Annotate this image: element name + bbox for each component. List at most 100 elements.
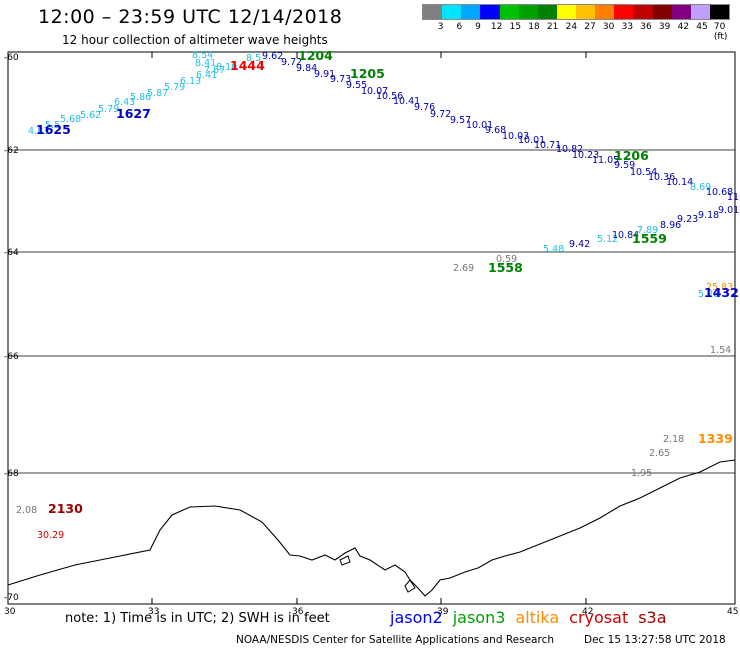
pass-time-label: 1558: [488, 260, 523, 275]
track-value: 1.54: [710, 345, 731, 356]
color-scale-label: 33: [621, 22, 634, 32]
track-value: 30.29: [37, 530, 64, 541]
legend-item: cryosat: [569, 608, 629, 627]
track-value: 5.62: [80, 110, 101, 121]
color-scale-label: 30: [602, 22, 615, 32]
color-scale-swatches: [422, 4, 730, 20]
map-frame: [7, 51, 736, 605]
lat-gridlines: [8, 149, 735, 474]
pass-time-label: 1444: [230, 58, 265, 73]
track-value: 9.59: [614, 160, 635, 171]
track-value: 1.95: [631, 468, 652, 479]
lat-label: -62: [4, 146, 19, 156]
track-value: 10.23: [572, 150, 599, 161]
track-value: 5.12: [597, 234, 618, 245]
track-value: 9.72: [281, 57, 302, 68]
track-value: 10.07: [361, 86, 388, 97]
lat-label: -60: [4, 53, 19, 63]
pass-time-label: 2130: [48, 501, 83, 516]
track-value: 5.68: [60, 114, 81, 125]
track-value: 9.68: [485, 125, 506, 136]
track-value: 10.54: [630, 167, 657, 178]
page-title: 12:00 – 23:59 UTC 12/14/2018: [38, 6, 343, 28]
pass-time-label: 1339: [698, 431, 733, 446]
track-value: 5.79: [98, 104, 119, 115]
color-scale-label: 12: [490, 22, 503, 32]
track-value: 10.36: [648, 172, 675, 183]
track-value: 6.41: [196, 70, 217, 81]
color-scale-label: 27: [584, 22, 596, 32]
lon-label: 42: [582, 607, 593, 617]
color-swatch: [518, 5, 538, 19]
color-scale-label: 9: [475, 22, 481, 32]
track-value: 2.65: [649, 448, 670, 459]
track-value: 8.54: [192, 50, 213, 61]
track-value: 5.5: [45, 120, 60, 131]
track-value: 4.83: [28, 126, 49, 137]
credit: NOAA/NESDIS Center for Satellite Applica…: [236, 634, 554, 646]
color-swatch: [671, 5, 691, 19]
pass-time-label: 1205: [350, 66, 385, 81]
color-swatch: [537, 5, 557, 19]
track-value: 2.69: [453, 263, 474, 274]
track-value: 10.41: [393, 96, 420, 107]
track-value: 9.01: [718, 205, 739, 216]
track-value: 9.57: [450, 115, 471, 126]
track-value: 9.23: [677, 214, 698, 225]
track-value: 6.43: [114, 97, 135, 108]
island: [339, 555, 351, 566]
track-value: 10.14: [666, 177, 693, 188]
pass-time-label: 1559: [632, 231, 667, 246]
satellite-legend: jason2 jason3 altika cryosat s3a: [390, 608, 677, 627]
track-value: 8.5: [246, 53, 261, 64]
track-value: 5.48: [543, 244, 564, 255]
track-value: 9.55: [346, 80, 367, 91]
lon-label: 36: [292, 607, 304, 617]
track-value: 2.18: [663, 434, 684, 445]
track-value: 10.03: [502, 131, 529, 142]
track-value: 10.01: [518, 135, 545, 146]
color-scale-label: 24: [565, 22, 578, 32]
color-swatch: [556, 5, 576, 19]
track-value: 9.76: [414, 102, 435, 113]
lat-label: -64: [4, 248, 19, 258]
color-swatch: [709, 5, 729, 19]
color-scale-label: 21: [546, 22, 559, 32]
lon-label: 39: [437, 607, 449, 617]
track-value: 10.56: [376, 91, 403, 102]
color-scale-label: 15: [509, 22, 522, 32]
color-swatch: [614, 5, 634, 19]
track-value: 10.01: [466, 120, 493, 131]
color-swatch: [652, 5, 672, 19]
track-value: 9.62: [262, 51, 283, 62]
track-value: 8.69: [690, 182, 711, 193]
coastline: [7, 459, 736, 597]
track-value: 2.08: [16, 505, 37, 516]
track-value: 10.68: [706, 187, 733, 198]
track-value: 25.83: [706, 282, 733, 293]
track-value: 8.96: [660, 220, 681, 231]
track-value: 10.84: [612, 230, 639, 241]
track-value: 9.42: [569, 239, 590, 250]
color-scale-label: 45: [696, 22, 708, 32]
color-scale: 3 6 9 12 15 18 21 24 27 30 33 36 39 42 45 70 (ft): [422, 4, 730, 42]
track-value: 5.26: [698, 289, 719, 300]
track-value: 9.91: [314, 69, 335, 80]
pass-time-label: 1625: [36, 122, 71, 137]
track-value: 6.13: [180, 76, 201, 87]
color-swatch: [461, 5, 481, 19]
footer-note: note: 1) Time is in UTC; 2) SWH is in fe…: [65, 611, 330, 626]
track-value: 10.71: [534, 140, 561, 151]
color-swatch: [423, 5, 443, 19]
color-swatch: [595, 5, 615, 19]
color-swatch: [480, 5, 500, 19]
lon-ticks: [151, 52, 587, 604]
island: [404, 579, 416, 593]
legend-item: s3a: [638, 608, 667, 627]
track-value: 8.41: [195, 58, 216, 69]
color-swatch: [442, 5, 462, 19]
track-value: 11.05: [592, 155, 619, 166]
lon-label: 33: [148, 607, 159, 617]
pass-time-label: 1627: [116, 106, 151, 121]
